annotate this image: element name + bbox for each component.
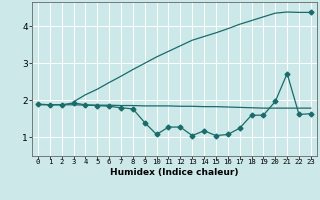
X-axis label: Humidex (Indice chaleur): Humidex (Indice chaleur) (110, 168, 239, 177)
